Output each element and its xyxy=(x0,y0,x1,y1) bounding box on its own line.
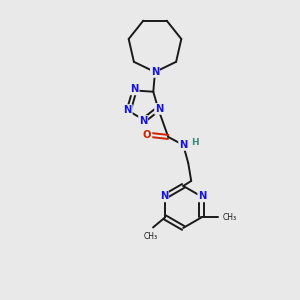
Text: CH₃: CH₃ xyxy=(222,213,236,222)
Text: N: N xyxy=(123,105,132,115)
Text: N: N xyxy=(160,191,168,201)
Text: N: N xyxy=(155,104,164,114)
Text: N: N xyxy=(139,116,147,126)
Text: N: N xyxy=(179,140,188,150)
Text: N: N xyxy=(151,67,159,77)
Text: N: N xyxy=(198,191,207,201)
Text: CH₃: CH₃ xyxy=(144,232,158,242)
Text: O: O xyxy=(143,130,152,140)
Text: N: N xyxy=(130,84,139,94)
Text: H: H xyxy=(191,138,199,147)
